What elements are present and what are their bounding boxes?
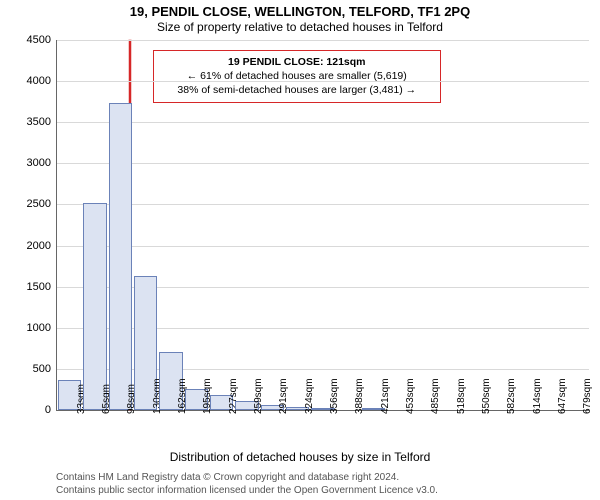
y-tick-label: 0: [45, 404, 57, 416]
histogram-bar: [83, 203, 106, 410]
y-tick-label: 1000: [27, 322, 57, 334]
grid-line: [57, 81, 589, 82]
plot-area: 19 PENDIL CLOSE: 121sqm ← 61% of detache…: [56, 40, 589, 411]
grid-line: [57, 122, 589, 123]
x-tick-label: 614sqm: [532, 378, 543, 414]
y-tick-label: 4000: [27, 75, 57, 87]
footer-line-1: Contains HM Land Registry data © Crown c…: [56, 472, 399, 483]
chart-title: 19, PENDIL CLOSE, WELLINGTON, TELFORD, T…: [0, 4, 600, 19]
annotation-box: 19 PENDIL CLOSE: 121sqm ← 61% of detache…: [153, 50, 441, 103]
y-tick-label: 2000: [27, 240, 57, 252]
x-tick-label: 453sqm: [405, 378, 416, 414]
annotation-line-2: 38% of semi-detached houses are larger (…: [162, 83, 432, 97]
histogram-bar: [109, 103, 132, 410]
x-tick-label: 647sqm: [557, 378, 568, 414]
chart-container: 19, PENDIL CLOSE, WELLINGTON, TELFORD, T…: [0, 0, 600, 500]
x-tick-label: 679sqm: [582, 378, 593, 414]
annotation-title: 19 PENDIL CLOSE: 121sqm: [162, 55, 432, 69]
y-tick-label: 500: [33, 363, 57, 375]
grid-line: [57, 40, 589, 41]
y-tick-label: 3000: [27, 157, 57, 169]
y-tick-label: 2500: [27, 198, 57, 210]
grid-line: [57, 246, 589, 247]
x-tick-label: 518sqm: [456, 378, 467, 414]
x-axis-label: Distribution of detached houses by size …: [0, 450, 600, 464]
x-tick-label: 485sqm: [430, 378, 441, 414]
y-tick-label: 1500: [27, 281, 57, 293]
x-tick-label: 550sqm: [481, 378, 492, 414]
grid-line: [57, 204, 589, 205]
x-tick-label: 421sqm: [380, 378, 391, 414]
grid-line: [57, 163, 589, 164]
x-tick-label: 582sqm: [506, 378, 517, 414]
y-tick-label: 4500: [27, 34, 57, 46]
x-tick-label: 356sqm: [329, 378, 340, 414]
footer-line-2: Contains public sector information licen…: [56, 485, 438, 496]
y-tick-label: 3500: [27, 116, 57, 128]
chart-subtitle: Size of property relative to detached ho…: [0, 20, 600, 34]
